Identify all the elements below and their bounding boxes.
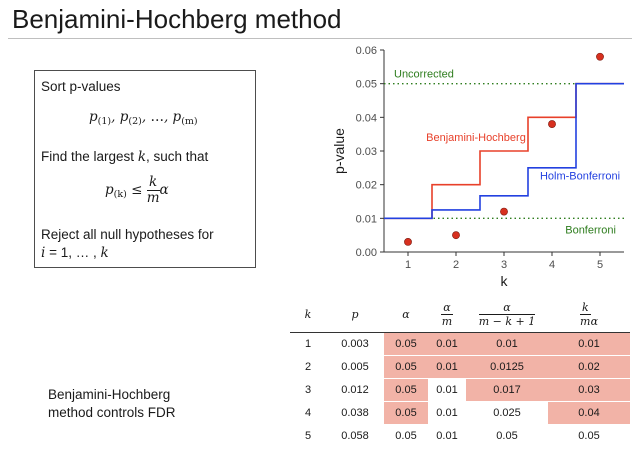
cell-p: 0.005 [326, 354, 384, 379]
y-tick-label: 0.00 [356, 247, 377, 259]
cell-alpha: 0.05 [384, 423, 428, 448]
cell-p: 0.003 [326, 331, 384, 356]
cell-alpha-over-m: 0.01 [428, 331, 466, 356]
cell-alpha: 0.05 [384, 331, 428, 356]
cell-k: 5 [290, 423, 326, 448]
cell-holm-threshold: 0.025 [466, 400, 548, 425]
x-tick-label: 1 [405, 259, 411, 271]
cell-alpha-over-m: 0.01 [428, 423, 466, 448]
algorithm-step-find: Find the largest k, such that [41, 149, 209, 165]
y-tick-label: 0.03 [356, 146, 377, 158]
header-p: p [326, 298, 384, 333]
x-tick-label: 3 [501, 259, 507, 271]
cell-alpha-over-m: 0.01 [428, 400, 466, 425]
cell-k: 4 [290, 400, 326, 425]
cell-k: 3 [290, 377, 326, 402]
slide-title: Benjamini-Hochberg method [12, 4, 342, 34]
cell-k: 1 [290, 331, 326, 356]
cell-alpha-over-m: 0.01 [428, 377, 466, 402]
cell-bh-threshold: 0.03 [548, 377, 630, 402]
cell-holm-threshold: 0.01 [466, 331, 548, 356]
x-axis-label: k [501, 273, 509, 289]
table-row: 4 0.038 0.05 0.01 0.025 0.04 [290, 400, 630, 425]
cell-bh-threshold: 0.05 [548, 423, 630, 448]
cell-holm-threshold: 0.0125 [466, 354, 548, 379]
cell-alpha-over-m: 0.01 [428, 354, 466, 379]
header-k: k [290, 298, 326, 333]
x-tick-label: 5 [597, 259, 603, 271]
algorithm-step-sort: Sort p-values [41, 79, 121, 94]
y-tick-label: 0.01 [356, 213, 377, 225]
cell-p: 0.012 [326, 377, 384, 402]
y-tick-label: 0.06 [356, 45, 377, 57]
cell-k: 2 [290, 354, 326, 379]
series-line-holm-bonferroni [384, 82, 624, 220]
series-line-benjamini-hochberg [384, 82, 624, 220]
cell-holm-threshold: 0.017 [466, 377, 548, 402]
cell-bh-threshold: 0.01 [548, 331, 630, 356]
cell-alpha: 0.05 [384, 400, 428, 425]
fdr-note: Benjamini-Hochberg method controls FDR [48, 387, 176, 420]
data-point [452, 231, 460, 240]
bh-series-label: Benjamini-Hochberg [426, 132, 526, 144]
data-point [500, 207, 508, 216]
title-divider [8, 38, 632, 39]
cell-p: 0.058 [326, 423, 384, 448]
y-tick-label: 0.04 [356, 112, 377, 124]
cell-holm-threshold: 0.05 [466, 423, 548, 448]
algorithm-step-reject: Reject all null hypotheses for [41, 227, 214, 242]
table-row: 3 0.012 0.05 0.01 0.017 0.03 [290, 377, 630, 402]
x-tick-label: 4 [549, 259, 555, 271]
table-row: 1 0.003 0.05 0.01 0.01 0.01 [290, 331, 630, 356]
uncorrected-label: Uncorrected [394, 69, 454, 81]
table-row: 2 0.005 0.05 0.01 0.0125 0.02 [290, 354, 630, 379]
pvalue-chart: 0.00 0.01 0.02 0.03 0.04 0.05 0.06 1 2 3 4 5 k p-valu… [331, 45, 624, 289]
data-point [596, 52, 604, 61]
table-row: 5 0.058 0.05 0.01 0.05 0.05 [290, 423, 630, 448]
cell-alpha: 0.05 [384, 354, 428, 379]
holm-series-label: Holm-Bonferroni [540, 171, 620, 183]
cell-bh-threshold: 0.02 [548, 354, 630, 379]
cell-bh-threshold: 0.04 [548, 400, 630, 425]
data-point [404, 237, 412, 246]
y-axis-label: p-value [331, 128, 347, 174]
cell-p: 0.038 [326, 400, 384, 425]
x-tick-label: 2 [453, 259, 459, 271]
sorted-pvalues-formula: p(1), p(2), …, p(m) [89, 109, 198, 127]
header-alpha: α [384, 298, 428, 333]
cell-alpha: 0.05 [384, 377, 428, 402]
bonferroni-label: Bonferroni [565, 224, 616, 236]
algorithm-step-reject-range: i = 1, … , k [41, 245, 109, 261]
y-tick-label: 0.05 [356, 79, 377, 91]
y-tick-label: 0.02 [356, 180, 377, 192]
data-point [548, 120, 556, 128]
algorithm-box: Sort p-values p(1), p(2), …, p(m) Find t… [34, 70, 256, 268]
